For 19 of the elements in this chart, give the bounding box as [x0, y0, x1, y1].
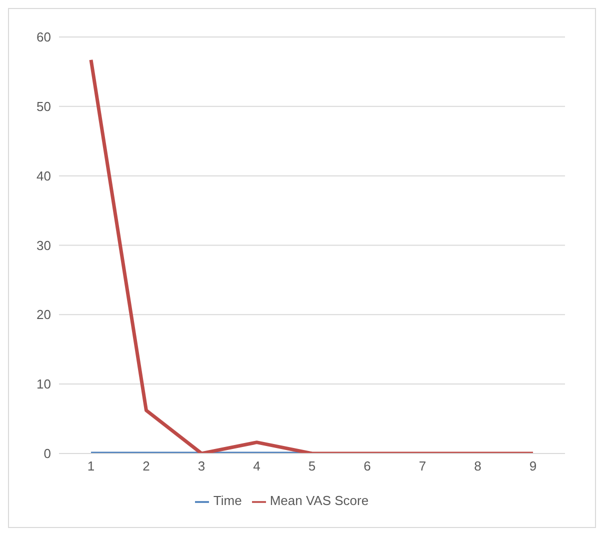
y-tick-label: 10	[36, 376, 51, 392]
x-tick-label: 6	[364, 458, 371, 474]
x-tick-label: 1	[87, 458, 95, 474]
y-tick-label: 0	[44, 446, 51, 462]
x-tick-label: 8	[474, 458, 482, 474]
x-tick-label: 5	[308, 458, 316, 474]
y-tick-label: 20	[36, 307, 51, 322]
y-tick-label: 30	[36, 238, 51, 253]
legend-label: Time	[213, 493, 242, 508]
y-tick-label: 40	[36, 168, 51, 184]
x-tick-label: 4	[253, 458, 260, 474]
x-tick-label: 3	[198, 458, 206, 474]
y-tick-label: 50	[36, 99, 51, 114]
x-tick-label: 7	[418, 458, 426, 474]
legend-label: Mean VAS Score	[270, 493, 369, 508]
x-tick-label: 9	[529, 458, 537, 474]
x-tick-label: 2	[142, 458, 150, 474]
y-tick-label: 60	[36, 30, 51, 45]
line-series	[89, 58, 535, 454]
